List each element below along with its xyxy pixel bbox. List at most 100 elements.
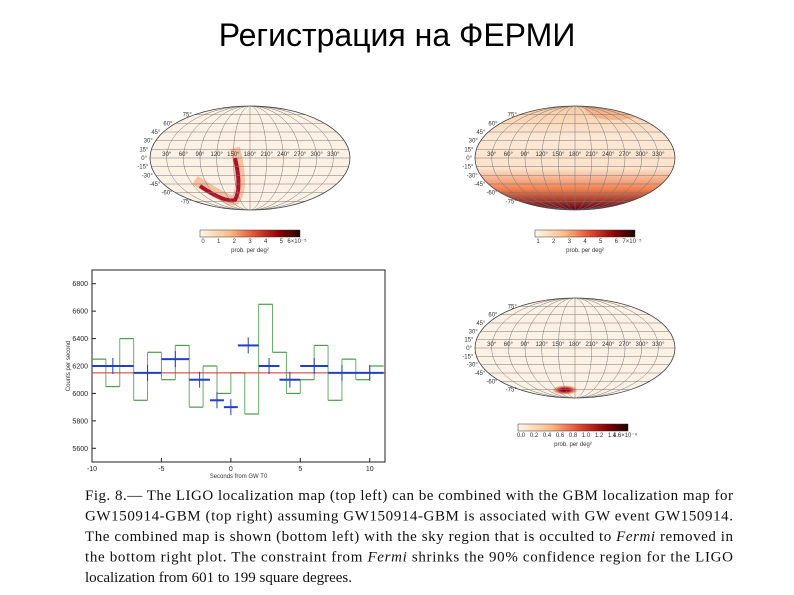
y-tick-label: 6000 xyxy=(72,391,88,398)
lat-label: 30° xyxy=(469,139,479,145)
colorbar-tick: 1.4 xyxy=(608,433,617,439)
colorbar-tick: 3 xyxy=(248,239,252,245)
y-tick-label: 6400 xyxy=(72,336,88,343)
lat-label: 60° xyxy=(488,121,498,127)
lon-label: 210° xyxy=(585,342,598,348)
lat-label: 60° xyxy=(163,121,173,127)
raw-bin xyxy=(244,413,259,415)
lon-label: 210° xyxy=(260,152,273,158)
raw-bin xyxy=(105,385,120,388)
y-tick-label: 6600 xyxy=(72,309,88,316)
lat-label: 45° xyxy=(476,321,486,327)
colorbar-tick: 1 xyxy=(536,239,540,245)
lon-label: 90° xyxy=(520,342,530,348)
caption-text: GW150914-GBM (top right) assuming GW1509… xyxy=(85,509,733,525)
caption-text: localization from 601 to 199 square degr… xyxy=(85,570,352,586)
lat-label: 15° xyxy=(139,147,149,153)
lon-label: 120° xyxy=(210,152,223,158)
hotspot xyxy=(551,385,579,395)
lat-label: 45° xyxy=(151,130,161,136)
map-body xyxy=(475,298,675,398)
lon-label: 30° xyxy=(487,152,497,158)
lon-label: 180° xyxy=(244,152,257,158)
map-outline xyxy=(474,297,676,399)
lat-label: -45° xyxy=(474,182,486,188)
y-tick-label: 6200 xyxy=(72,364,88,371)
x-tick-label: 10 xyxy=(366,466,374,473)
y-tick-label: 5800 xyxy=(72,418,88,425)
colorbar-tick: 4 xyxy=(583,239,587,245)
colorbar-tick: 5 xyxy=(280,239,284,245)
light-curve: 5600 5800 6000 6200 6400 6600 6800 -10 -5 0 5 10 Sec… xyxy=(66,269,386,480)
y-axis-label: Counts per second xyxy=(66,341,72,391)
colorbar-tick: 4 xyxy=(264,239,268,245)
colorbar-tick: 1.0 xyxy=(582,433,591,439)
lat-label: -15° xyxy=(462,354,474,360)
raw-bin xyxy=(161,379,176,381)
lon-label: 330° xyxy=(652,152,665,158)
x-axis-label: Seconds from GW T0 xyxy=(210,474,268,480)
lat-label: 15° xyxy=(464,147,474,153)
colorbar-tick: 6 xyxy=(615,239,619,245)
caption-text: shrinks the 90% confidence region for th… xyxy=(407,550,733,566)
caption-line: The combined map is shown (bottom left) … xyxy=(85,529,734,545)
colorbar-tick: 0.2 xyxy=(530,433,539,439)
slide-title: Регистрация на ФЕРМИ xyxy=(219,17,576,53)
raw-bin xyxy=(286,392,301,395)
lon-label: 150° xyxy=(227,152,240,158)
lon-label: 180° xyxy=(569,342,582,348)
caption-text: Fermi xyxy=(366,550,406,566)
colorbar-tick: 7×10⁻⁵ xyxy=(622,238,642,245)
colorbar-tick: 0.4 xyxy=(543,433,552,439)
raw-bin xyxy=(92,358,106,360)
lat-label: -75° xyxy=(506,199,518,205)
lon-label: 330° xyxy=(327,152,340,158)
colorbar xyxy=(534,229,636,238)
sky-map: 75°60°45°30°15°0°-15°-30°-45°-60°-75°30°… xyxy=(462,105,676,254)
y-tick-label: 5600 xyxy=(72,446,88,453)
lon-label: 240° xyxy=(602,342,615,348)
colorbar-label: prob. per deg² xyxy=(566,248,604,254)
raw-bin xyxy=(133,399,148,401)
colorbar-tick: 1.2 xyxy=(595,433,604,439)
lon-label: 300° xyxy=(635,152,648,158)
colorbar-label: prob. per deg² xyxy=(554,442,592,448)
lon-label: 120° xyxy=(535,152,548,158)
raw-bin xyxy=(355,379,370,381)
lat-label: 75° xyxy=(508,113,518,119)
colorbar-label: prob. per deg² xyxy=(231,248,269,254)
lon-label: 240° xyxy=(602,152,615,158)
lat-label: 0° xyxy=(466,156,472,162)
colorbar-tick: 6×10⁻⁵ xyxy=(287,238,307,245)
x-tick-label: -5 xyxy=(158,466,164,473)
lon-label: 180° xyxy=(569,152,582,158)
lon-label: 270° xyxy=(619,342,632,348)
colorbar-tick: 1 xyxy=(217,239,221,245)
lon-label: 210° xyxy=(585,152,598,158)
lat-label: 75° xyxy=(183,113,193,119)
map-body xyxy=(150,106,350,210)
raw-bin xyxy=(189,406,204,408)
raw-bin xyxy=(314,344,329,347)
caption: Fig. 8.— The LIGO localization map (top … xyxy=(85,488,734,586)
lon-label: 90° xyxy=(520,152,530,158)
lon-label: 60° xyxy=(504,152,514,158)
lat-label: -15° xyxy=(462,165,474,171)
lon-label: 270° xyxy=(294,152,307,158)
sky-map: 75°60°45°30°15°0°-15°-30°-45°-60°-75°30°… xyxy=(137,105,351,254)
lon-label: 330° xyxy=(652,342,665,348)
colorbar-tick: 5 xyxy=(599,239,603,245)
lon-label: 300° xyxy=(310,152,323,158)
raw-bin xyxy=(203,365,217,367)
lon-label: 300° xyxy=(635,342,648,348)
raw-bin xyxy=(216,392,231,395)
x-tick-label: -10 xyxy=(87,466,97,473)
sky-maps: 75°60°45°30°15°0°-15°-30°-45°-60°-75°30°… xyxy=(137,105,676,448)
colorbar xyxy=(517,423,629,432)
caption-text: Fermi xyxy=(615,529,655,545)
lat-label: 0° xyxy=(466,346,472,352)
caption-line: GW150914-GBM (top right) assuming GW1509… xyxy=(85,509,733,525)
lat-label: -60° xyxy=(486,379,498,385)
lon-label: 120° xyxy=(535,342,548,348)
colorbar-tick: 1.6×10⁻⁴ xyxy=(613,432,638,439)
